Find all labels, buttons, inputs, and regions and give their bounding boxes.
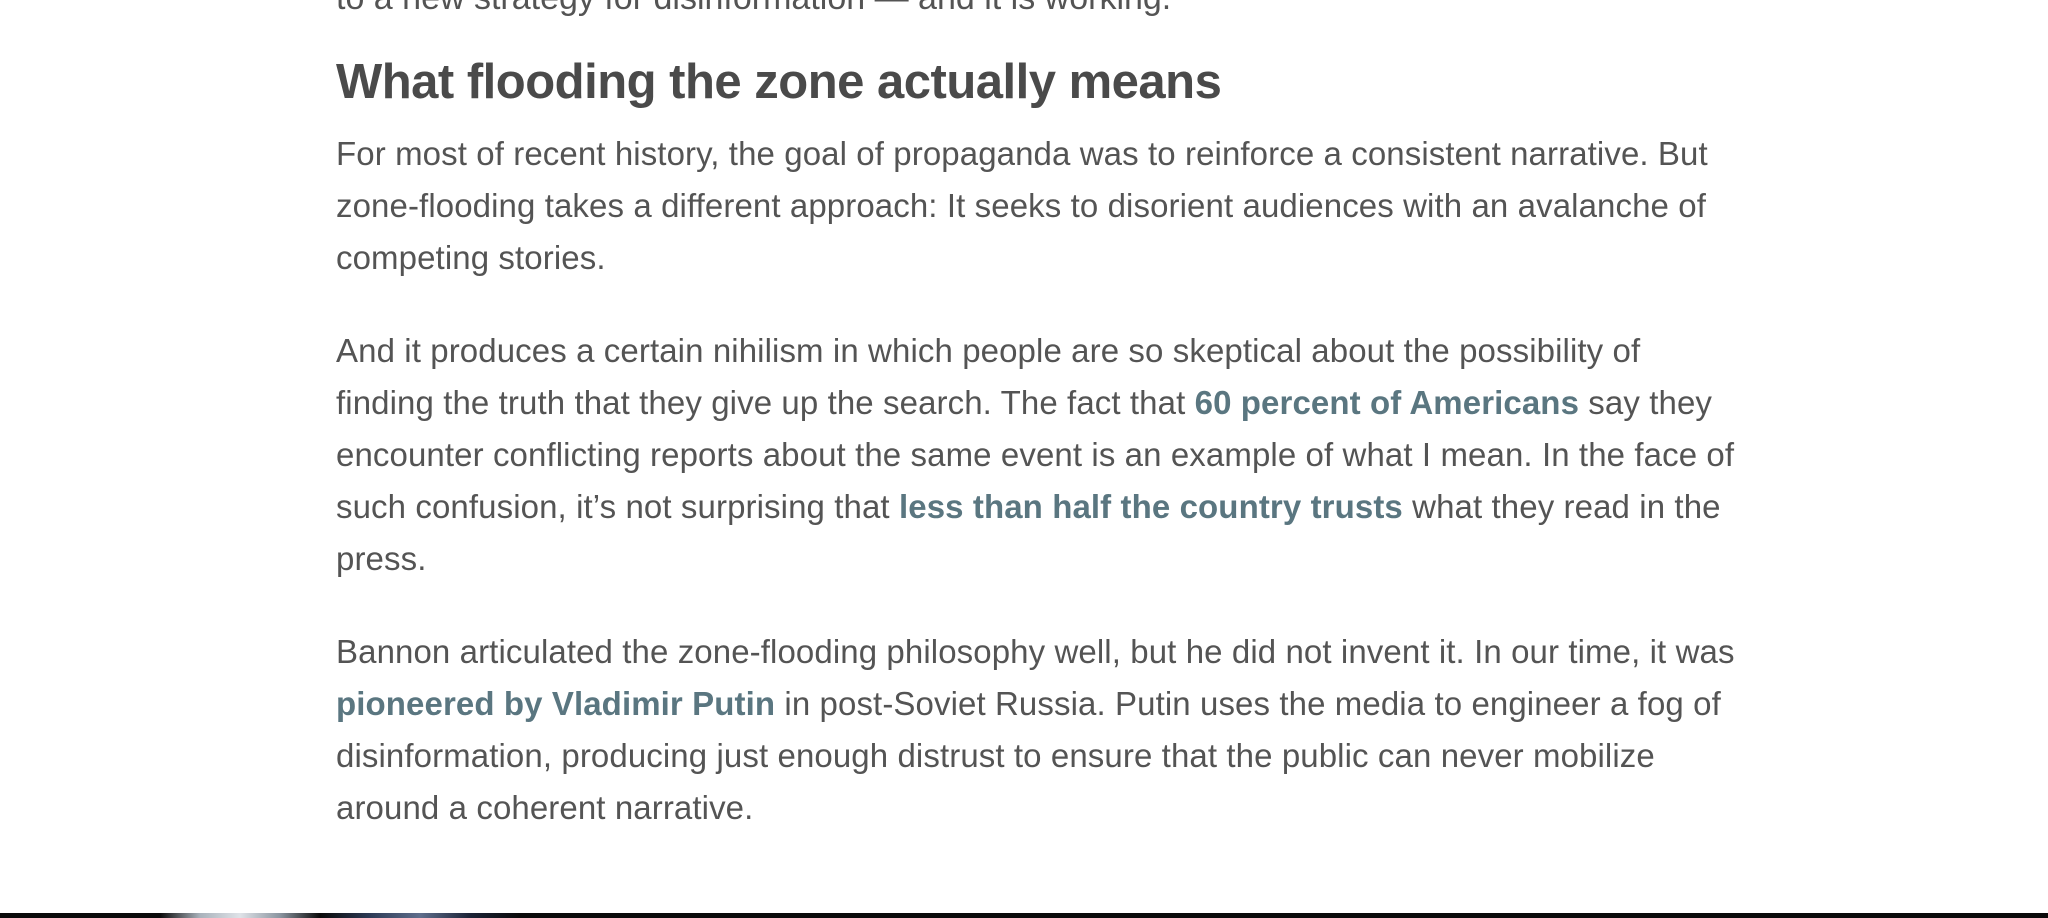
paragraph-bannon-putin: Bannon articulated the zone-flooding phi… [336,626,1736,834]
next-image-top-edge [0,913,2048,918]
article-body: What flooding the zone actually means Fo… [336,50,1736,875]
previous-paragraph-cutoff: to a new strategy for disinformation — a… [336,0,1736,24]
paragraph-text: And it produces a certain nihilism in wh… [336,332,1641,421]
paragraph-text: Bannon articulated the zone-flooding phi… [336,633,1735,670]
paragraph-nihilism: And it produces a certain nihilism in wh… [336,325,1736,585]
section-heading: What flooding the zone actually means [336,55,1222,109]
link-60-percent-of-americans[interactable]: 60 percent of Americans [1194,384,1580,421]
paragraph-text: in post-Soviet Russia. Putin uses the me… [336,685,1721,826]
paragraph-propaganda-goal: For most of recent history, the goal of … [336,128,1736,284]
link-less-than-half-trusts[interactable]: less than half the country trusts [898,488,1403,525]
paragraph-text: what they read in the press. [336,488,1721,577]
link-pioneered-by-putin[interactable]: pioneered by Vladimir Putin [336,685,776,722]
paragraph-text: say they encounter conflicting reports a… [336,384,1735,525]
paragraph-text: For most of recent history, the goal of … [336,135,1708,276]
image-highlight [160,913,320,918]
image-highlight [320,913,520,918]
